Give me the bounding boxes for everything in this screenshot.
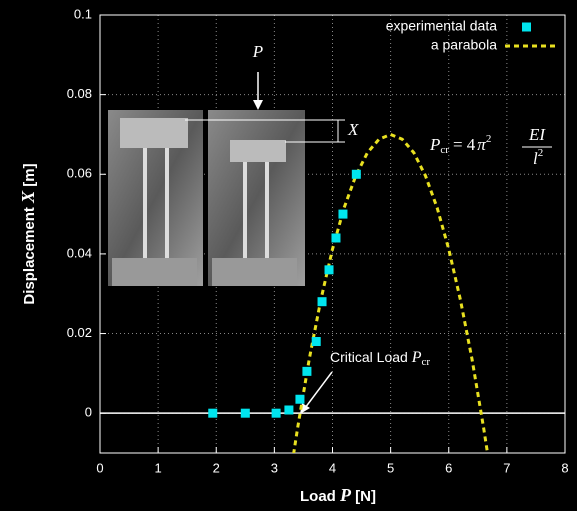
data-point [317, 297, 327, 307]
svg-text:l2: l2 [533, 147, 543, 168]
y-axis-symbol: X [18, 190, 38, 204]
data-point [302, 366, 312, 376]
annotation: Critical Load Pcr [330, 349, 430, 368]
data-point [338, 209, 348, 219]
svg-text:Pcr= 4π2: Pcr = 4 π2 [429, 133, 491, 156]
x-tick-label: 4 [329, 460, 336, 475]
formula-lhs: P [429, 135, 440, 154]
x-tick-label: 6 [445, 460, 452, 475]
formula: Pcr = 4 π2 EI l2 [429, 125, 552, 168]
formula-pi: π [477, 135, 486, 154]
formula-den-exp: 2 [538, 147, 544, 159]
photo-inset: P X [108, 42, 359, 286]
formula-denominator: l [533, 149, 538, 168]
x-axis-title-text: Load [300, 488, 340, 505]
x-axis-title: Load P [N] [300, 485, 376, 505]
legend-swatch [522, 22, 531, 32]
annotation-text: Critical Load [330, 349, 412, 365]
data-point [351, 169, 361, 179]
data-point [271, 408, 281, 418]
x-tick-label: 1 [155, 460, 162, 475]
axes: 0 0.02 0.04 0.06 0.08 0.1 0 1 2 3 4 5 6 7 8 [67, 6, 569, 475]
x-tick-label: 7 [503, 460, 510, 475]
y-axis-title-text: Displacement [21, 203, 38, 305]
photo-label: X [347, 120, 359, 139]
data-point [324, 265, 334, 275]
legend-label: a parabola [431, 37, 497, 53]
legend-label: experimental data [386, 18, 498, 34]
y-tick-label: 0.04 [67, 245, 92, 260]
formula-sub: cr [440, 144, 449, 156]
data-point [208, 408, 218, 418]
annotation-symbol: P [411, 349, 422, 366]
data-point [295, 394, 305, 404]
annotation-sub: cr [421, 356, 430, 368]
y-axis-unit: [m] [21, 163, 38, 191]
x-tick-label: 5 [387, 460, 394, 475]
x-tick-label: 0 [96, 460, 103, 475]
annotation-arrow [304, 371, 333, 409]
y-axis-title: Displacement X [m] [18, 163, 38, 304]
formula-exp: 2 [486, 133, 492, 145]
x-tick-label: 8 [561, 460, 568, 475]
y-tick-label: 0 [85, 405, 92, 420]
data-point [331, 233, 341, 243]
y-tick-label: 0.08 [67, 86, 92, 101]
photo-label: P [252, 42, 263, 61]
formula-rhs: = 4 [453, 135, 476, 154]
y-tick-label: 0.06 [67, 166, 92, 181]
plot-frame [99, 14, 566, 454]
data-point [284, 405, 294, 415]
x-tick-label: 2 [213, 460, 220, 475]
x-axis-symbol: P [339, 485, 352, 505]
y-tick-label: 0.1 [74, 6, 92, 21]
y-tick-label: 0.02 [67, 325, 92, 340]
formula-numerator: EI [528, 125, 546, 144]
data-point [311, 337, 321, 347]
x-tick-label: 3 [271, 460, 278, 475]
data-point [240, 408, 250, 418]
fit-line [292, 132, 490, 453]
x-axis-unit: [N] [351, 488, 376, 505]
